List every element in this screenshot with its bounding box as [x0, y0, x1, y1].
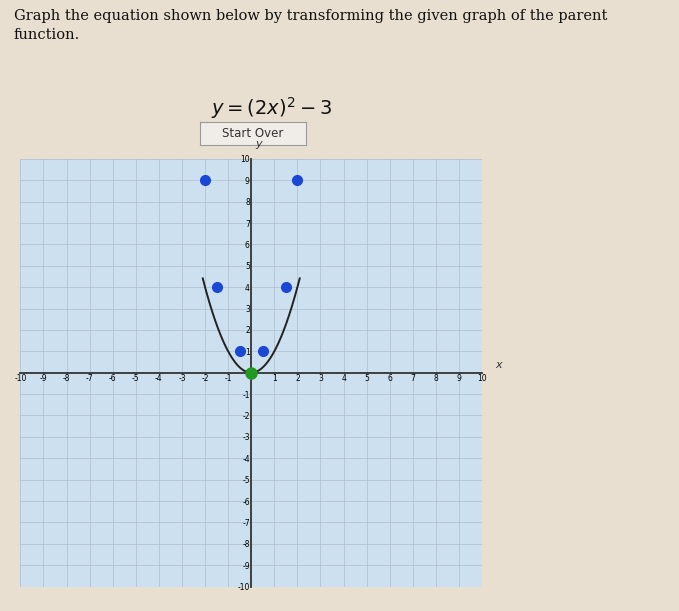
Text: y: y — [255, 139, 261, 149]
Text: $y = (2x)^2 - 3$: $y = (2x)^2 - 3$ — [211, 95, 332, 120]
Text: Graph the equation shown below by transforming the given graph of the parent
fun: Graph the equation shown below by transf… — [14, 9, 607, 42]
Text: x: x — [495, 360, 502, 370]
Text: Start Over: Start Over — [222, 127, 284, 141]
